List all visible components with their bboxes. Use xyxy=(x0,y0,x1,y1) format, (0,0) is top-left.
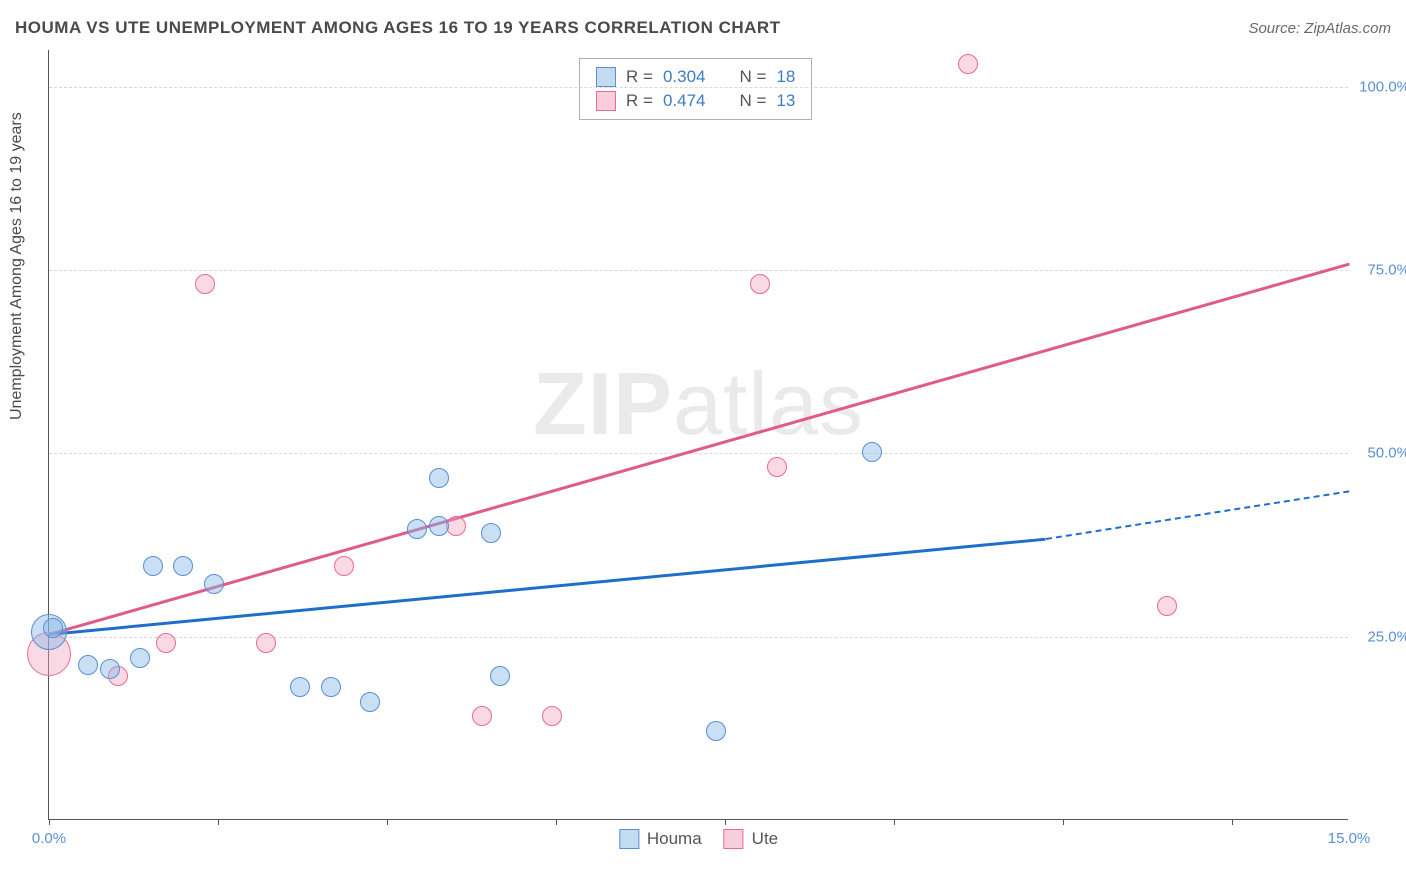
watermark: ZIPatlas xyxy=(533,353,864,455)
watermark-bold: ZIP xyxy=(533,354,673,453)
gridline xyxy=(49,453,1348,454)
legend-label-ute: Ute xyxy=(752,829,778,849)
legend-swatch-pink xyxy=(724,829,744,849)
legend-label-houma: Houma xyxy=(647,829,702,849)
chart-source: Source: ZipAtlas.com xyxy=(1248,20,1391,37)
y-tick-label: 75.0% xyxy=(1367,262,1406,279)
legend-ute: Ute xyxy=(724,829,778,849)
stat-swatch xyxy=(596,91,616,111)
plot-area: ZIPatlas R = 0.304N = 18R = 0.474N = 13 … xyxy=(48,50,1348,820)
data-point-blue xyxy=(862,442,882,462)
data-point-pink xyxy=(750,274,770,294)
stat-r-value: 0.474 xyxy=(663,91,706,111)
data-point-blue xyxy=(360,692,380,712)
data-point-pink xyxy=(958,54,978,74)
stat-n-label: N = xyxy=(739,91,766,111)
data-point-pink xyxy=(446,516,466,536)
data-point-blue xyxy=(429,516,449,536)
watermark-light: atlas xyxy=(673,354,864,453)
stat-n-value: 13 xyxy=(776,91,795,111)
data-point-blue xyxy=(204,574,224,594)
stat-swatch xyxy=(596,67,616,87)
x-tick xyxy=(387,819,388,825)
data-point-blue xyxy=(78,655,98,675)
x-tick xyxy=(725,819,726,825)
gridline xyxy=(49,637,1348,638)
x-tick xyxy=(49,819,50,825)
data-point-blue xyxy=(429,468,449,488)
x-tick xyxy=(1232,819,1233,825)
y-axis-label: Unemployment Among Ages 16 to 19 years xyxy=(8,112,26,420)
correlation-stat-box: R = 0.304 N = 18 R = 0.474 N = 13 xyxy=(579,58,812,120)
gridline xyxy=(49,270,1348,271)
legend-swatch-blue xyxy=(619,829,639,849)
x-tick xyxy=(1063,819,1064,825)
y-tick-label: 100.0% xyxy=(1359,78,1406,95)
stat-r-label: R = xyxy=(626,67,653,87)
stat-row: R = 0.474 N = 13 xyxy=(596,89,795,113)
data-point-blue xyxy=(100,659,120,679)
data-point-blue xyxy=(481,523,501,543)
stat-r-label: R = xyxy=(626,91,653,111)
data-point-pink xyxy=(195,274,215,294)
x-tick xyxy=(556,819,557,825)
data-point-pink xyxy=(1157,596,1177,616)
data-point-blue xyxy=(130,648,150,668)
chart-title: HOUMA VS UTE UNEMPLOYMENT AMONG AGES 16 … xyxy=(15,18,781,38)
data-point-blue xyxy=(706,721,726,741)
series-legend: Houma Ute xyxy=(619,829,778,849)
data-point-pink xyxy=(767,457,787,477)
y-tick-label: 50.0% xyxy=(1367,445,1406,462)
data-point-pink xyxy=(542,706,562,726)
data-point-blue xyxy=(407,519,427,539)
stat-n-value: 18 xyxy=(776,67,795,87)
stat-r-value: 0.304 xyxy=(663,67,706,87)
trend-line xyxy=(49,263,1350,636)
x-tick xyxy=(894,819,895,825)
data-point-pink xyxy=(334,556,354,576)
data-point-blue xyxy=(143,556,163,576)
gridline xyxy=(49,87,1348,88)
trend-line xyxy=(49,538,1046,636)
stat-row: R = 0.304 N = 18 xyxy=(596,65,795,89)
data-point-pink xyxy=(256,633,276,653)
data-point-blue xyxy=(173,556,193,576)
chart-header: HOUMA VS UTE UNEMPLOYMENT AMONG AGES 16 … xyxy=(15,18,1391,38)
legend-houma: Houma xyxy=(619,829,702,849)
data-point-pink xyxy=(472,706,492,726)
x-tick-label: 15.0% xyxy=(1328,830,1371,847)
data-point-blue xyxy=(43,618,63,638)
data-point-blue xyxy=(490,666,510,686)
stat-n-label: N = xyxy=(739,67,766,87)
data-point-blue xyxy=(290,677,310,697)
trend-line-dashed xyxy=(1046,490,1350,540)
data-point-blue xyxy=(321,677,341,697)
x-tick-label: 0.0% xyxy=(32,830,66,847)
x-tick xyxy=(218,819,219,825)
y-tick-label: 25.0% xyxy=(1367,628,1406,645)
data-point-pink xyxy=(156,633,176,653)
